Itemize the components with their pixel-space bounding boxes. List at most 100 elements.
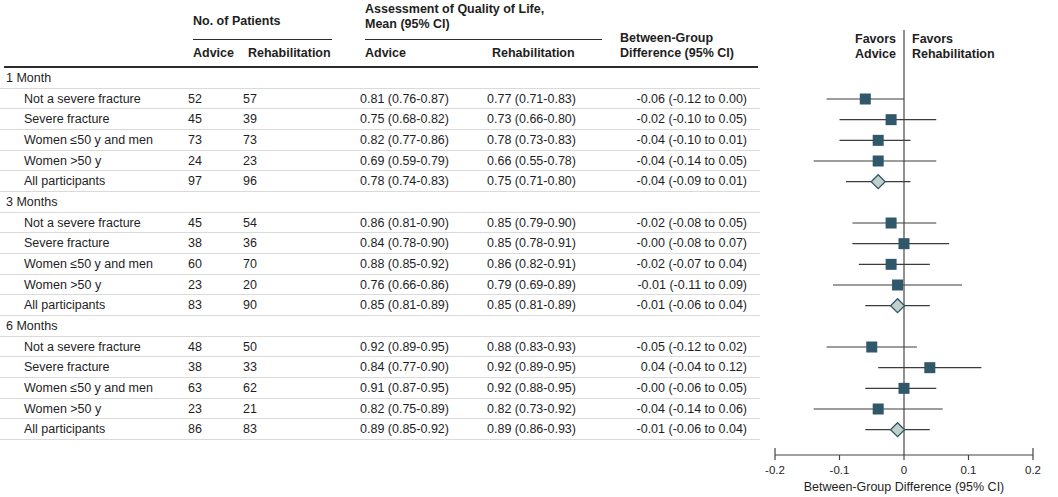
col-group-qol-line1: Assessment of Quality of Life, — [365, 2, 544, 17]
table-row: Not a severe fracture48500.92 (0.89-0.95… — [0, 337, 760, 358]
diff-cell: -0.01 (-0.11 to 0.09) — [612, 275, 750, 296]
section-label: 1 Month — [0, 68, 750, 89]
point-square-marker — [886, 259, 897, 270]
rehab-n-cell: 62 — [240, 378, 357, 399]
advice-n-cell: 48 — [185, 337, 240, 358]
diff-cell: -0.02 (-0.08 to 0.05) — [612, 213, 750, 234]
advice-n-cell: 60 — [185, 254, 240, 275]
advice-n-cell: 24 — [185, 151, 240, 172]
rehab-n-cell: 73 — [240, 130, 357, 151]
advice-qol-cell: 0.92 (0.89-0.95) — [357, 337, 484, 358]
col-header-qol-advice: Advice — [365, 46, 406, 61]
row-label: Women ≤50 y and men — [0, 378, 185, 399]
rehab-n-cell: 36 — [240, 233, 357, 254]
rehab-qol-cell: 0.79 (0.69-0.89) — [484, 275, 612, 296]
rehab-n-cell: 90 — [240, 295, 357, 316]
table-row: Severe fracture38360.84 (0.78-0.90)0.85 … — [0, 233, 760, 254]
diff-cell: -0.04 (-0.14 to 0.05) — [612, 151, 750, 172]
axis-tick-label: -0.2 — [765, 464, 785, 476]
point-square-marker — [924, 362, 935, 373]
advice-qol-cell: 0.86 (0.81-0.90) — [357, 213, 484, 234]
table-row: Not a severe fracture45540.86 (0.81-0.90… — [0, 213, 760, 234]
rehab-n-cell: 70 — [240, 254, 357, 275]
row-label: Not a severe fracture — [0, 89, 185, 110]
col-group-patients: No. of Patients — [193, 14, 281, 29]
section-row: 1 Month — [0, 68, 760, 89]
rehab-qol-cell: 0.78 (0.73-0.83) — [484, 130, 612, 151]
advice-qol-cell: 0.84 (0.78-0.90) — [357, 233, 484, 254]
table-row: Women ≤50 y and men73730.82 (0.77-0.86)0… — [0, 130, 760, 151]
advice-n-cell: 23 — [185, 275, 240, 296]
point-square-marker — [860, 94, 871, 105]
col-header-qol-rehabilitation: Rehabilitation — [492, 46, 575, 61]
diff-cell: -0.01 (-0.06 to 0.04) — [612, 295, 750, 316]
row-label: Not a severe fracture — [0, 337, 185, 358]
row-label: Women ≤50 y and men — [0, 254, 185, 275]
table-row: Women ≤50 y and men60700.88 (0.85-0.92)0… — [0, 254, 760, 275]
table-row: Severe fracture45390.75 (0.68-0.82)0.73 … — [0, 109, 760, 130]
col-header-patients-advice: Advice — [193, 46, 234, 61]
rehab-qol-cell: 0.85 (0.78-0.91) — [484, 233, 612, 254]
axis-tick-label: 0 — [901, 464, 907, 476]
rehab-n-cell: 23 — [240, 151, 357, 172]
axis-tick-label: 0.1 — [961, 464, 977, 476]
advice-qol-cell: 0.91 (0.87-0.95) — [357, 378, 484, 399]
advice-qol-cell: 0.81 (0.76-0.87) — [357, 89, 484, 110]
qol-header-rule — [365, 39, 602, 40]
table-body: 1 MonthNot a severe fracture52570.81 (0.… — [0, 68, 760, 440]
forest-plot: FavorsAdviceFavorsRehabilitation-0.2-0.1… — [760, 0, 1058, 497]
rehab-n-cell: 57 — [240, 89, 357, 110]
rehab-qol-cell: 0.73 (0.66-0.80) — [484, 109, 612, 130]
rehab-n-cell: 96 — [240, 171, 357, 192]
advice-n-cell: 45 — [185, 109, 240, 130]
col-header-diff-line2: Difference (95% CI) — [620, 46, 734, 61]
advice-qol-cell: 0.78 (0.74-0.83) — [357, 171, 484, 192]
advice-n-cell: 38 — [185, 357, 240, 378]
advice-n-cell: 38 — [185, 233, 240, 254]
table-row: Women ≤50 y and men63620.91 (0.87-0.95)0… — [0, 378, 760, 399]
rehab-qol-cell: 0.82 (0.73-0.92) — [484, 399, 612, 420]
row-label: Severe fracture — [0, 357, 185, 378]
table-row: Women >50 y24230.69 (0.59-0.79)0.66 (0.5… — [0, 151, 760, 172]
diff-cell: -0.00 (-0.06 to 0.05) — [612, 378, 750, 399]
col-header-patients-rehabilitation: Rehabilitation — [248, 46, 331, 61]
rehab-n-cell: 21 — [240, 399, 357, 420]
advice-n-cell: 86 — [185, 419, 240, 440]
row-label: Severe fracture — [0, 233, 185, 254]
point-square-marker — [873, 135, 884, 146]
table-row: Women >50 y23200.76 (0.66-0.86)0.79 (0.6… — [0, 275, 760, 296]
section-label: 3 Months — [0, 192, 750, 213]
advice-n-cell: 83 — [185, 295, 240, 316]
advice-qol-cell: 0.82 (0.77-0.86) — [357, 130, 484, 151]
diff-cell: 0.04 (-0.04 to 0.12) — [612, 357, 750, 378]
favors-rehabilitation-label: Favors — [912, 32, 953, 46]
rehab-qol-cell: 0.85 (0.81-0.89) — [484, 295, 612, 316]
row-label: Women >50 y — [0, 151, 185, 172]
section-row: 3 Months — [0, 192, 760, 213]
row-label: Women >50 y — [0, 399, 185, 420]
row-label: Not a severe fracture — [0, 213, 185, 234]
advice-n-cell: 97 — [185, 171, 240, 192]
rehab-n-cell: 20 — [240, 275, 357, 296]
diff-cell: -0.02 (-0.07 to 0.04) — [612, 254, 750, 275]
results-table: No. of Patients Assessment of Quality of… — [0, 0, 760, 497]
diff-cell: -0.05 (-0.12 to 0.02) — [612, 337, 750, 358]
favors-advice-label: Advice — [855, 47, 896, 61]
advice-n-cell: 63 — [185, 378, 240, 399]
rehab-qol-cell: 0.75 (0.71-0.80) — [484, 171, 612, 192]
point-square-marker — [899, 383, 910, 394]
rehab-qol-cell: 0.88 (0.83-0.93) — [484, 337, 612, 358]
table-row: All participants86830.89 (0.85-0.92)0.89… — [0, 419, 760, 440]
favors-advice-label: Favors — [855, 32, 896, 46]
row-label: All participants — [0, 295, 185, 316]
rehab-qol-cell: 0.92 (0.89-0.95) — [484, 357, 612, 378]
x-axis-title: Between-Group Difference (95% CI) — [804, 480, 1005, 494]
table-row: Severe fracture38330.84 (0.77-0.90)0.92 … — [0, 357, 760, 378]
rehab-qol-cell: 0.86 (0.82-0.91) — [484, 254, 612, 275]
advice-qol-cell: 0.82 (0.75-0.89) — [357, 399, 484, 420]
rehab-qol-cell: 0.85 (0.79-0.90) — [484, 213, 612, 234]
col-header-diff-line1: Between-Group — [620, 31, 713, 46]
advice-qol-cell: 0.69 (0.59-0.79) — [357, 151, 484, 172]
advice-n-cell: 73 — [185, 130, 240, 151]
table-row: All participants97960.78 (0.74-0.83)0.75… — [0, 171, 760, 192]
